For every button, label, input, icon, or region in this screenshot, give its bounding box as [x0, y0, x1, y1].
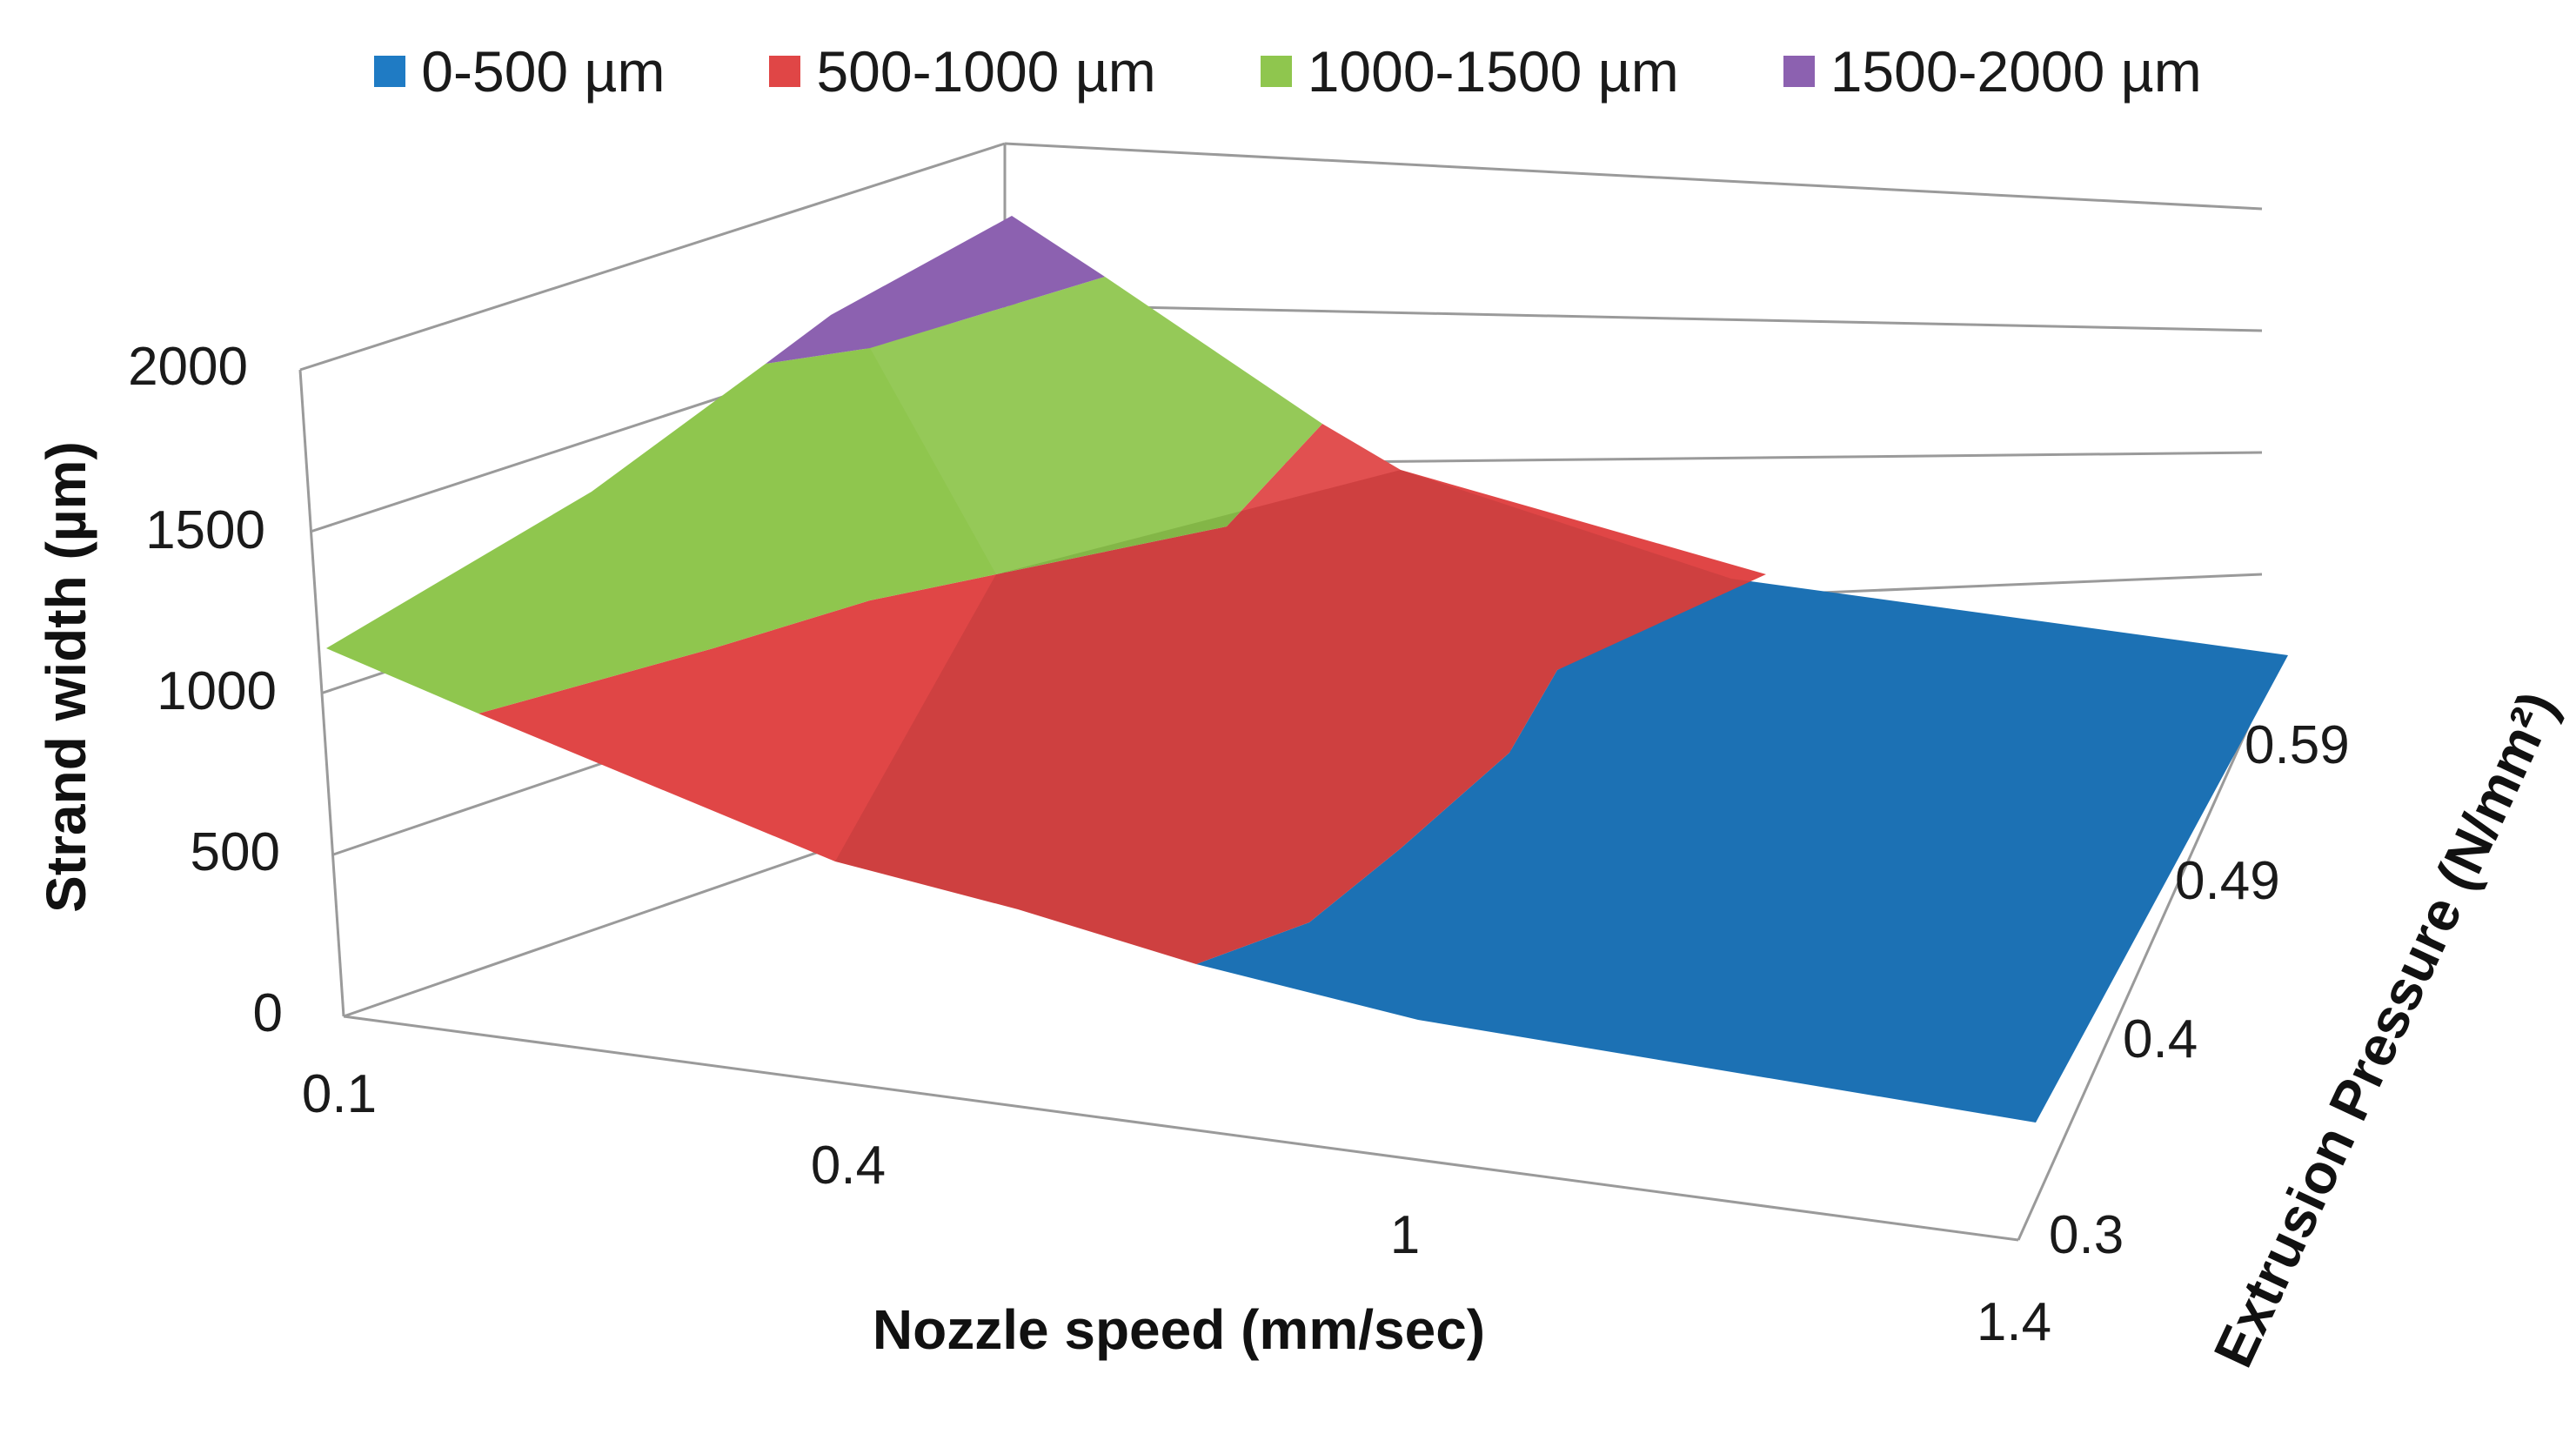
- x-tick-label: 1: [1390, 1205, 1420, 1265]
- legend-label: 500-1000 µm: [816, 39, 1156, 104]
- depth-tick-label: 0.49: [2175, 851, 2280, 911]
- z-tick-label: 2000: [128, 337, 248, 397]
- legend-item-0-500: 0-500 µm: [374, 38, 665, 104]
- z-axis-ticks: 0 500 1000 1500 2000: [128, 337, 283, 1043]
- gridline: [299, 142, 1006, 372]
- gridline: [1004, 303, 2263, 332]
- z-tick-label: 1500: [145, 500, 265, 560]
- surface-shade: [835, 470, 2288, 1123]
- legend-label: 0-500 µm: [421, 39, 666, 104]
- legend-item-1000-1500: 1000-1500 µm: [1260, 38, 1679, 104]
- depth-tick-label: 0.4: [2123, 1009, 2198, 1069]
- x-tick-label: 0.1: [302, 1064, 377, 1124]
- z-tick-label: 0: [253, 983, 283, 1043]
- depth-tick-label: 0.59: [2245, 715, 2350, 775]
- depth-axis-ticks: 0.3 0.4 0.49 0.59: [2049, 715, 2350, 1265]
- surface-region-1000-1500: [326, 277, 1322, 714]
- legend-swatch-red: [769, 56, 801, 87]
- floor-front-edge: [343, 1015, 2019, 1242]
- surface-region-0-500: [1196, 579, 2288, 1123]
- legend-swatch-purple: [1783, 56, 1815, 87]
- x-tick-label: 0.4: [811, 1136, 886, 1196]
- legend-swatch-green: [1260, 56, 1292, 87]
- x-axis-ticks: 0.1 0.4 1 1.4: [302, 1064, 2051, 1352]
- z-tick-label: 500: [191, 822, 280, 882]
- legend-item-1500-2000: 1500-2000 µm: [1783, 38, 2202, 104]
- x-tick-label: 1.4: [1977, 1292, 2051, 1352]
- surface-region-500-1000: [478, 424, 1766, 964]
- surface: [326, 216, 2288, 1123]
- surface-region-1500-2000: [766, 216, 1105, 364]
- z-axis-title: Strand width (µm): [35, 441, 97, 913]
- legend-item-500-1000: 500-1000 µm: [769, 38, 1156, 104]
- x-axis-title: Nozzle speed (mm/sec): [873, 1298, 1485, 1361]
- legend-swatch-blue: [374, 56, 406, 87]
- legend-label: 1000-1500 µm: [1307, 39, 1679, 104]
- legend: 0-500 µm 500-1000 µm 1000-1500 µm 1500-2…: [0, 38, 2576, 104]
- depth-tick-label: 0.3: [2049, 1205, 2124, 1265]
- z-tick-label: 1000: [157, 661, 277, 721]
- floor-right-edge: [2017, 695, 2264, 1241]
- gridline: [1004, 142, 2263, 211]
- legend-label: 1500-2000 µm: [1830, 39, 2202, 104]
- depth-axis-title: Extrusion Pressure (N/mm²): [2202, 682, 2570, 1377]
- surface-shade: [870, 277, 1401, 574]
